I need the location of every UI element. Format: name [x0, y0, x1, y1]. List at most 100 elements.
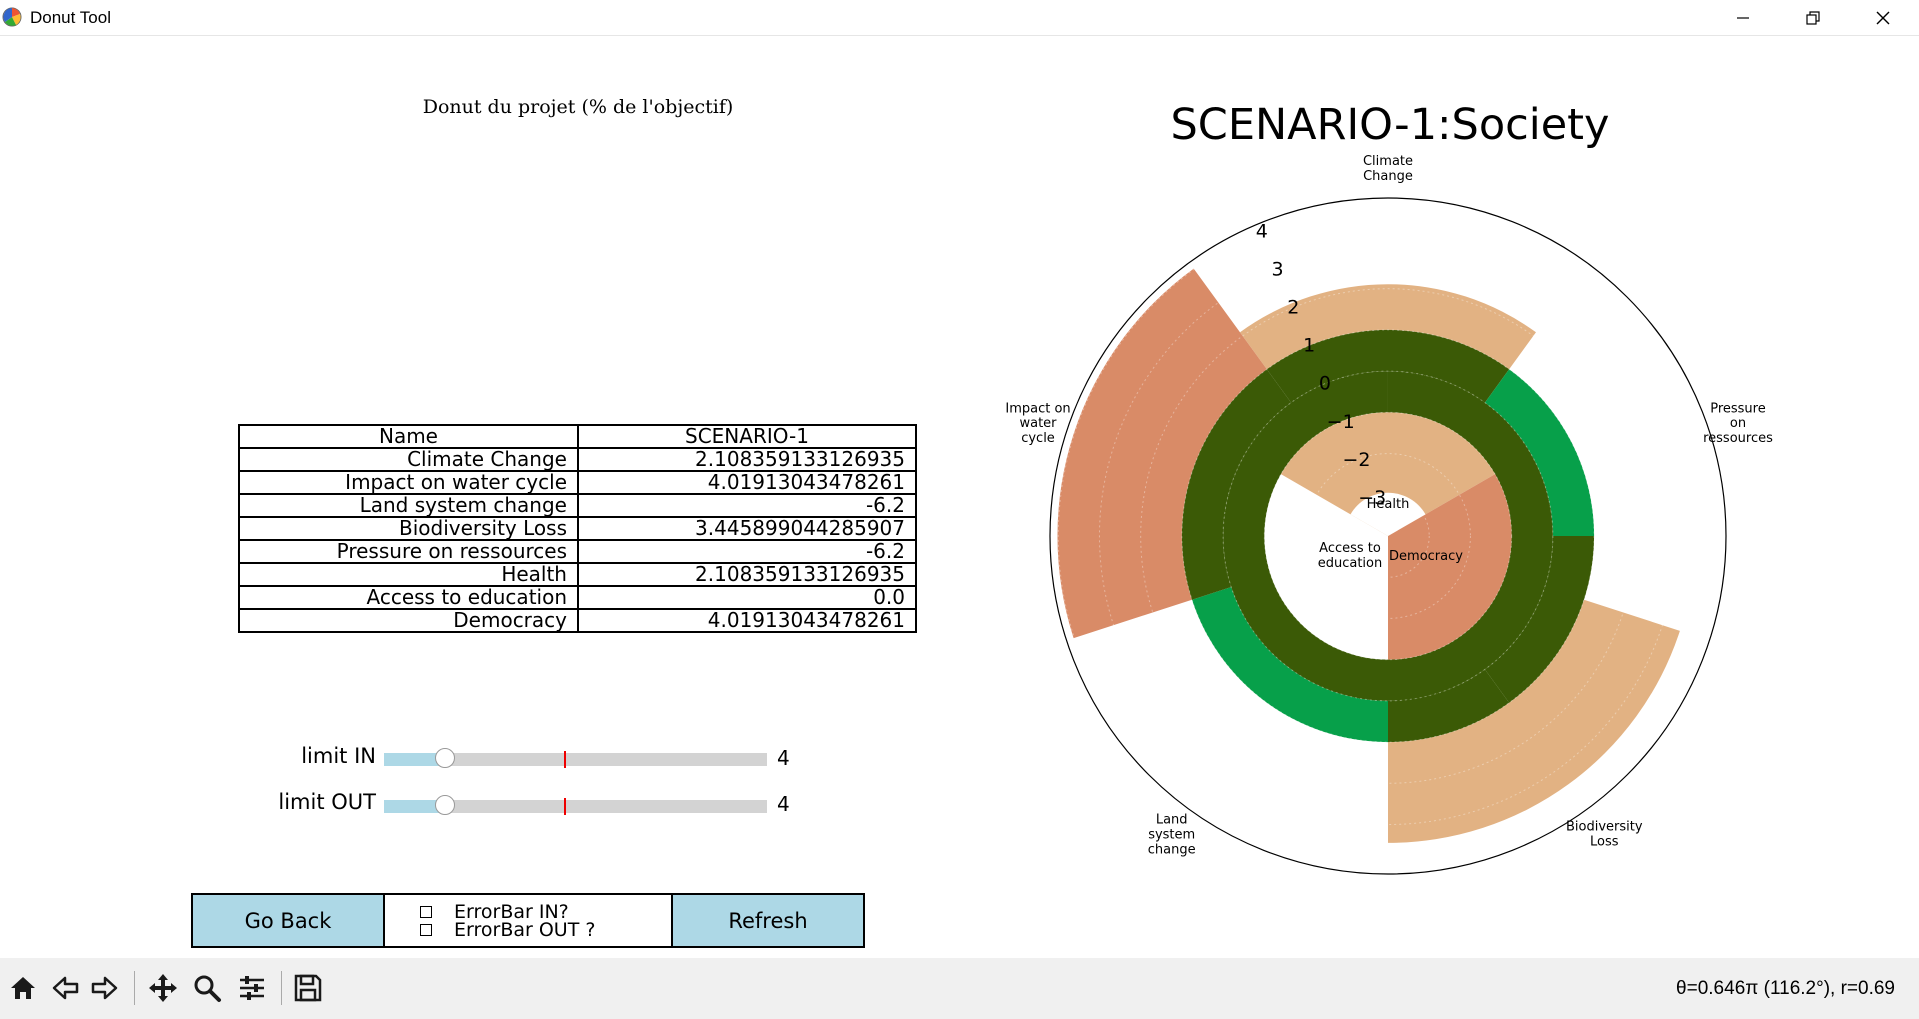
table-cell-value: 4.01913043478261	[577, 470, 917, 495]
boundary-ring-segment	[1191, 586, 1388, 743]
radial-tick-label: 4	[1256, 220, 1268, 242]
save-button[interactable]	[290, 970, 326, 1006]
table-header-row: Name SCENARIO-1	[238, 424, 917, 449]
boundary-ring-segment	[1388, 669, 1510, 743]
outer-category-label: Land system change	[1148, 813, 1196, 858]
errorbar-out-checkbox[interactable]: ErrorBar OUT ?	[420, 919, 595, 941]
pan-icon	[149, 974, 177, 1002]
forward-button[interactable]	[87, 970, 123, 1006]
minimize-button[interactable]	[1708, 0, 1778, 35]
table-cell-value: 0.0	[577, 585, 917, 610]
table-cell-name: Health	[238, 562, 579, 587]
polar-gridline	[1263, 411, 1513, 661]
table-row: Biodiversity Loss 3.445899044285907	[238, 516, 917, 541]
home-button[interactable]	[5, 970, 41, 1006]
figure-canvas: Donut du projet (% de l'objectif) Name S…	[0, 36, 1919, 958]
table-cell-name: Access to education	[238, 585, 579, 610]
table-cell-name: Impact on water cycle	[238, 470, 579, 495]
outer-bar	[1057, 268, 1267, 639]
save-icon	[294, 974, 322, 1002]
close-button[interactable]	[1848, 0, 1918, 35]
errorbar-checkboxes: ErrorBar IN? ErrorBar OUT ?	[383, 893, 673, 948]
scenario-table: Name SCENARIO-1 Climate Change 2.10835913…	[238, 424, 917, 633]
table-row: Democracy 4.01913043478261	[238, 608, 917, 633]
table-row: Land system change -6.2	[238, 493, 917, 518]
radial-tick-label: −2	[1342, 449, 1370, 471]
toolbar-separator	[134, 971, 135, 1005]
table-row: Access to education 0.0	[238, 585, 917, 610]
boundary-ring-segment	[1181, 369, 1292, 600]
errorbar-out-label: ErrorBar OUT ?	[454, 919, 596, 941]
cursor-coordinates: θ=0.646π (116.2°), r=0.69	[1676, 978, 1895, 999]
outer-bar	[1388, 599, 1680, 843]
radial-tick-label: 2	[1287, 297, 1299, 319]
outer-bar	[1240, 284, 1536, 370]
table-cell-value: -6.2	[577, 493, 917, 518]
title-bar: Donut Tool	[0, 0, 1919, 36]
table-row: Health 2.108359133126935	[238, 562, 917, 587]
table-row: Impact on water cycle 4.01913043478261	[238, 470, 917, 495]
window-title: Donut Tool	[30, 8, 111, 27]
inner-category-label: Democracy	[1389, 549, 1463, 564]
navigation-toolbar: θ=0.646π (116.2°), r=0.69	[0, 958, 1919, 1019]
zoom-icon	[194, 975, 221, 1002]
inner-category-label: Health	[1367, 497, 1410, 512]
checkbox-icon	[420, 906, 432, 918]
limit-out-label: limit OUT	[278, 790, 376, 814]
polar-outer-circle	[1049, 197, 1727, 875]
left-panel-title: Donut du projet (% de l'objectif)	[422, 96, 734, 118]
table-cell-value: 2.108359133126935	[577, 562, 917, 587]
inner-bar	[1388, 474, 1512, 660]
limit-in-fill	[384, 753, 446, 766]
limit-out-slider[interactable]	[384, 795, 767, 815]
inner-bar	[1280, 412, 1496, 536]
radial-tick-label: −1	[1327, 411, 1355, 433]
close-icon	[1876, 11, 1890, 24]
limit-in-value: 4	[777, 746, 790, 770]
table-row: Climate Change 2.108359133126935	[238, 447, 917, 472]
configure-subplots-icon	[240, 976, 264, 1000]
zoom-button[interactable]	[189, 970, 225, 1006]
back-button[interactable]	[47, 970, 83, 1006]
inner-category-label: Access to education	[1318, 541, 1383, 571]
errorbar-in-label: ErrorBar IN?	[454, 901, 569, 923]
home-icon	[11, 977, 35, 999]
table-cell-value: 3.445899044285907	[577, 516, 917, 541]
go-back-button[interactable]: Go Back	[191, 893, 385, 948]
minimize-icon	[1737, 16, 1749, 19]
table-cell-name: Climate Change	[238, 447, 579, 472]
table-header-cell: Name	[238, 424, 579, 449]
restore-icon	[1806, 10, 1820, 25]
pan-button[interactable]	[145, 970, 181, 1006]
errorbar-in-checkbox[interactable]: ErrorBar IN?	[420, 901, 569, 923]
table-cell-name: Democracy	[238, 608, 579, 633]
table-cell-name: Pressure on ressources	[238, 539, 579, 564]
polar-gridline	[1057, 205, 1719, 867]
outer-category-label: Biodiversity Loss	[1566, 820, 1643, 850]
checkbox-icon	[420, 924, 432, 936]
table-cell-value: 4.01913043478261	[577, 608, 917, 633]
limit-in-label: limit IN	[301, 744, 376, 768]
limit-out-handle[interactable]	[435, 795, 456, 815]
center-hole	[1350, 492, 1426, 536]
restore-button[interactable]	[1778, 0, 1848, 35]
refresh-button[interactable]: Refresh	[671, 893, 865, 948]
configure-subplots-button[interactable]	[234, 970, 270, 1006]
polar-gridline	[1305, 453, 1471, 619]
back-arrow-icon	[52, 976, 79, 1000]
chart-title: SCENARIO-1:Society	[1170, 100, 1610, 150]
polar-gridline	[1346, 494, 1430, 578]
limit-in-handle[interactable]	[435, 748, 456, 768]
limit-out-value: 4	[777, 792, 790, 816]
boundary-ring-segment	[1484, 369, 1595, 536]
table-row: Pressure on ressources -6.2	[238, 539, 917, 564]
polar-gridline	[1181, 329, 1595, 743]
radial-tick-label: 1	[1303, 335, 1315, 357]
toolbar-separator	[281, 971, 282, 1005]
boundary-ring-segment	[1266, 329, 1510, 403]
limit-in-slider[interactable]	[384, 748, 767, 768]
polar-gridline	[1222, 370, 1554, 702]
boundary-ring-segment	[1484, 536, 1595, 703]
radial-tick-label: 0	[1319, 373, 1331, 395]
limit-in-initial-marker	[564, 751, 566, 768]
